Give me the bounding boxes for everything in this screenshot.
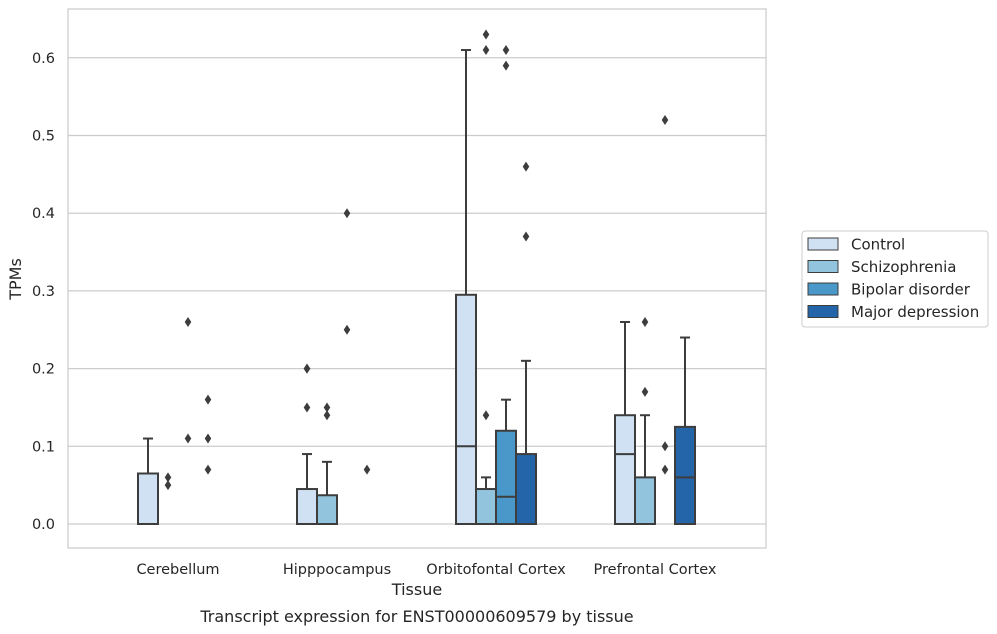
box-plot [495,45,517,526]
outlier-point [502,60,510,71]
box [296,488,318,526]
outlier-point [184,433,192,444]
x-tick-label: Hipppocampus [283,562,391,578]
box [137,472,159,525]
x-tick-label: Prefrontal Cortex [594,562,717,578]
box-plot [661,114,669,475]
legend-swatch [807,305,839,318]
box-plot [164,472,172,491]
y-tick-label: 0.2 [32,362,55,378]
box-plot [455,49,477,525]
box-plot [674,336,696,525]
outlier-point [522,161,530,172]
legend-swatch [807,282,839,296]
box-plot [316,402,338,526]
outlier-point [641,316,649,327]
outlier-point [184,316,192,327]
outlier-point [482,45,490,56]
outlier-point [303,402,311,413]
x-axis-ticks: Cerebellum Hipppocampus Orbitofontal Corte… [136,562,716,578]
box-plots [137,29,696,526]
y-tick-label: 0.5 [32,129,55,145]
box-plot [475,29,497,526]
box-plot [515,161,537,526]
outlier-point [164,472,172,483]
box-plot [204,394,212,475]
outlier-point [482,29,490,40]
x-tick-label: Orbitofontal Cortex [426,562,566,578]
y-axis-title: TPMs [6,258,25,301]
box [634,476,656,526]
outlier-point [363,464,371,475]
legend-label: Schizophrenia [851,258,956,276]
box [515,453,537,526]
box-plot [296,363,318,526]
outlier-point [502,45,510,56]
outlier-point [343,324,351,335]
legend-frame [801,230,989,328]
box [455,293,477,525]
y-tick-label: 0.3 [32,284,55,300]
legend: Control Schizophrenia Bipolar disorder Majo… [801,230,989,328]
box [614,414,636,525]
gridlines [68,57,766,525]
chart-caption: Transcript expression for ENST0000060957… [199,607,633,626]
box-plot [363,464,371,475]
x-tick-label: Cerebellum [136,562,219,578]
legend-label: Control [851,236,905,254]
box-plot [137,437,159,525]
outlier-point [204,394,212,405]
legend-swatch [807,237,839,251]
outlier-point [164,480,172,491]
box [316,494,338,526]
y-tick-label: 0.1 [32,439,55,455]
outlier-point [522,231,530,242]
outlier-point [343,208,351,219]
outlier-point [482,410,490,421]
outlier-point [303,363,311,374]
box [495,429,517,526]
outlier-point [641,386,649,397]
box [475,488,497,526]
outlier-point [204,464,212,475]
outlier-point [204,433,212,444]
outlier-point [661,464,669,475]
outlier-point [661,441,669,452]
box-plot [184,316,192,444]
y-tick-label: 0.0 [32,517,55,533]
outlier-point [323,410,331,421]
box [674,425,696,525]
y-axis-ticks: 0.0 0.1 0.2 0.3 0.4 0.5 0.6 [32,51,55,533]
y-tick-label: 0.4 [32,206,55,222]
outlier-point [661,114,669,125]
box-plot [343,208,351,335]
x-axis-title: Tissue [391,580,442,599]
legend-label: Bipolar disorder [851,281,971,299]
box-plot [614,320,636,525]
y-tick-label: 0.6 [32,51,55,67]
outlier-point [323,402,331,413]
legend-label: Major depression [851,303,979,321]
plot-area-frame [67,8,767,549]
legend-swatch [807,260,839,273]
box-plot [634,316,656,526]
